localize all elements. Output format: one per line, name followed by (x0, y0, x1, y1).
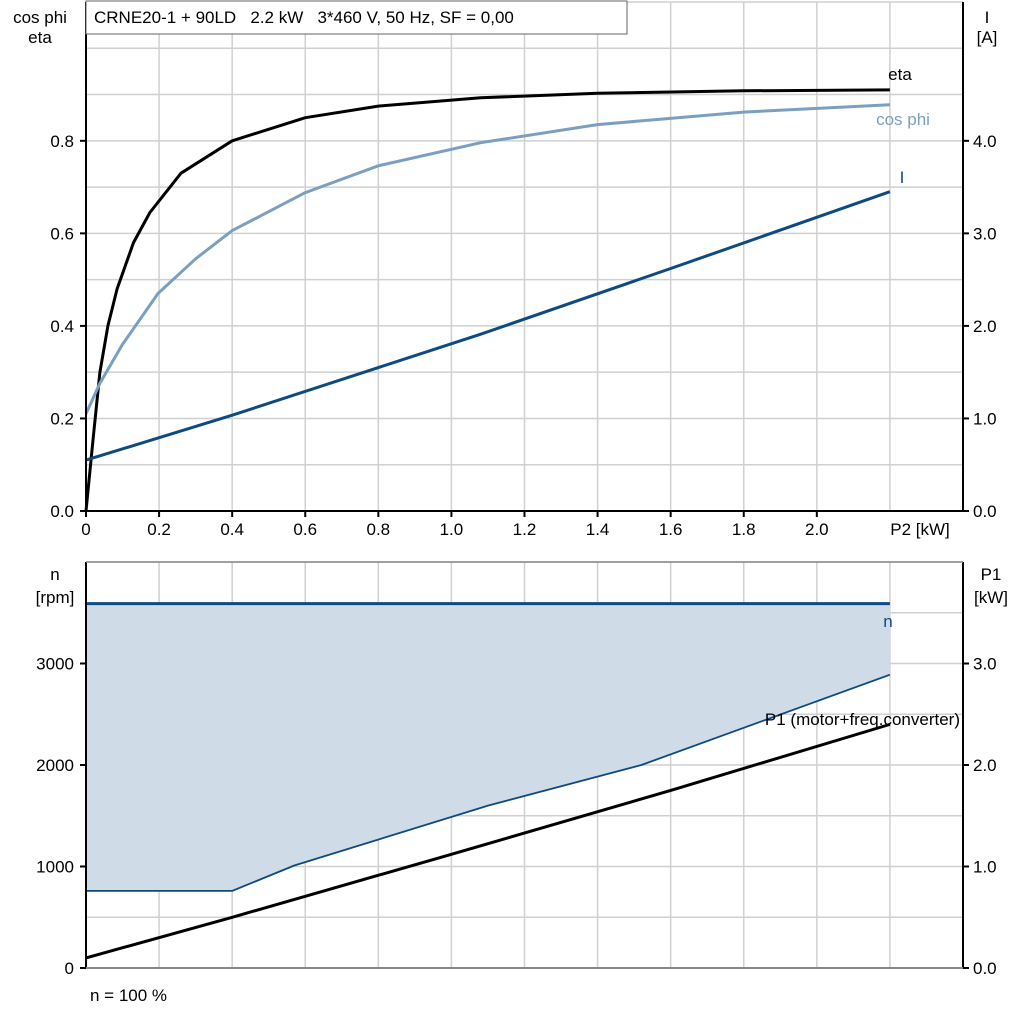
y-left-label-eta: eta (28, 28, 52, 47)
series-line-p1-motor-freq-converter- (85, 722, 891, 960)
series-line-cos-phi (84, 103, 890, 415)
y-left-tick-label: 0.0 (50, 502, 74, 521)
y-right-tick-label: 0.0 (973, 959, 997, 978)
y-left-tick-label: 0.2 (50, 409, 74, 428)
y-right-tick-label: 2.0 (973, 756, 997, 775)
x-tick-label: 1.2 (513, 520, 537, 539)
y-left-tick-label: 0.6 (50, 224, 74, 243)
x-tick-label: 0 (81, 520, 90, 539)
y-left-tick-label: 0.4 (50, 317, 74, 336)
y-right-label-p1: P1 (981, 565, 1002, 584)
y-right-tick-label: 3.0 (973, 224, 997, 243)
y-left-tick-label: 3000 (36, 655, 74, 674)
series-line-min-speed (86, 673, 891, 892)
y-left-tick-label: 1000 (36, 858, 74, 877)
y-left-label-rpm: [rpm] (36, 588, 75, 607)
y-left-label-cosphi: cos phi (13, 8, 67, 27)
y-right-label-kw: [kW] (974, 588, 1008, 607)
x-axis-label: P2 [kW] (890, 520, 950, 539)
y-right-tick-label: 4.0 (973, 132, 997, 151)
footnote: n = 100 % (90, 986, 167, 1005)
y-right-tick-label: 2.0 (973, 317, 997, 336)
y-right-label-unit: [A] (977, 28, 998, 47)
y-right-tick-label: 1.0 (973, 858, 997, 877)
chart-title-box: CRNE20-1 + 90LD 2.2 kW 3*460 V, 50 Hz, S… (85, 0, 628, 35)
bottom-chart: 0 1000 2000 3000 0.0 1.0 2.0 3.0 n P1 (motor+freq… (36, 561, 997, 978)
x-tick-label: 0.4 (220, 520, 244, 539)
series-line-eta (84, 88, 890, 512)
series-label-eta: eta (888, 65, 912, 84)
chart-title: CRNE20-1 + 90LD 2.2 kW 3*460 V, 50 Hz, S… (94, 8, 514, 27)
x-tick-label: 0.6 (293, 520, 317, 539)
operating-range-fill (86, 603, 890, 891)
series-label-p1-motor-freq-converter-: P1 (motor+freq.converter) (765, 710, 960, 729)
y-right-label-i: I (985, 8, 990, 27)
y-right-tick-label: 3.0 (973, 655, 997, 674)
x-tick-label: 1.8 (732, 520, 756, 539)
y-right-tick-label: 1.0 (973, 409, 997, 428)
x-tick-label: 1.0 (440, 520, 464, 539)
y-left-tick-label: 0.8 (50, 132, 74, 151)
x-tick-label: 1.6 (659, 520, 683, 539)
series-label-i: I (900, 168, 905, 187)
y-left-tick-label: 2000 (36, 756, 74, 775)
y-left-tick-label: 0 (65, 959, 74, 978)
top-chart: 0.0 0.2 0.4 0.6 0.8 0.0 1.0 2.0 3.0 4.0 0 0.2 0.4 0.6… (50, 1, 997, 539)
x-tick-label: 0.2 (147, 520, 171, 539)
series-line-i (85, 190, 891, 462)
y-left-label-n: n (50, 565, 59, 584)
x-tick-label: 2.0 (805, 520, 829, 539)
x-tick-label: 1.4 (586, 520, 610, 539)
series-label-n: n (883, 612, 892, 631)
y-right-tick-label: 0.0 (973, 502, 997, 521)
x-tick-label: 0.8 (367, 520, 391, 539)
series-label-cos-phi: cos phi (876, 110, 930, 129)
